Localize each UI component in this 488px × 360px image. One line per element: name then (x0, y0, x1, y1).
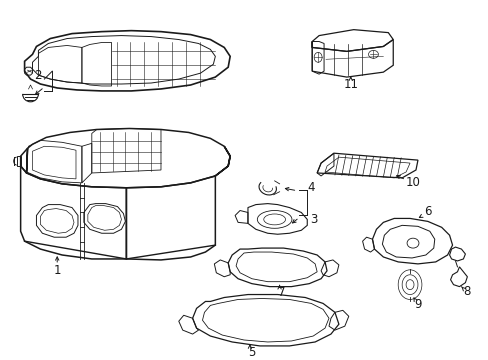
Text: 3: 3 (310, 213, 317, 226)
Text: 5: 5 (248, 346, 255, 359)
Text: 8: 8 (463, 285, 470, 298)
Text: 11: 11 (343, 78, 358, 91)
Text: 7: 7 (277, 286, 285, 299)
Text: 10: 10 (405, 176, 420, 189)
Text: 6: 6 (423, 205, 431, 218)
Text: 1: 1 (53, 264, 61, 277)
Text: 4: 4 (307, 181, 314, 194)
Text: 2: 2 (34, 69, 41, 82)
Text: 9: 9 (413, 298, 421, 311)
